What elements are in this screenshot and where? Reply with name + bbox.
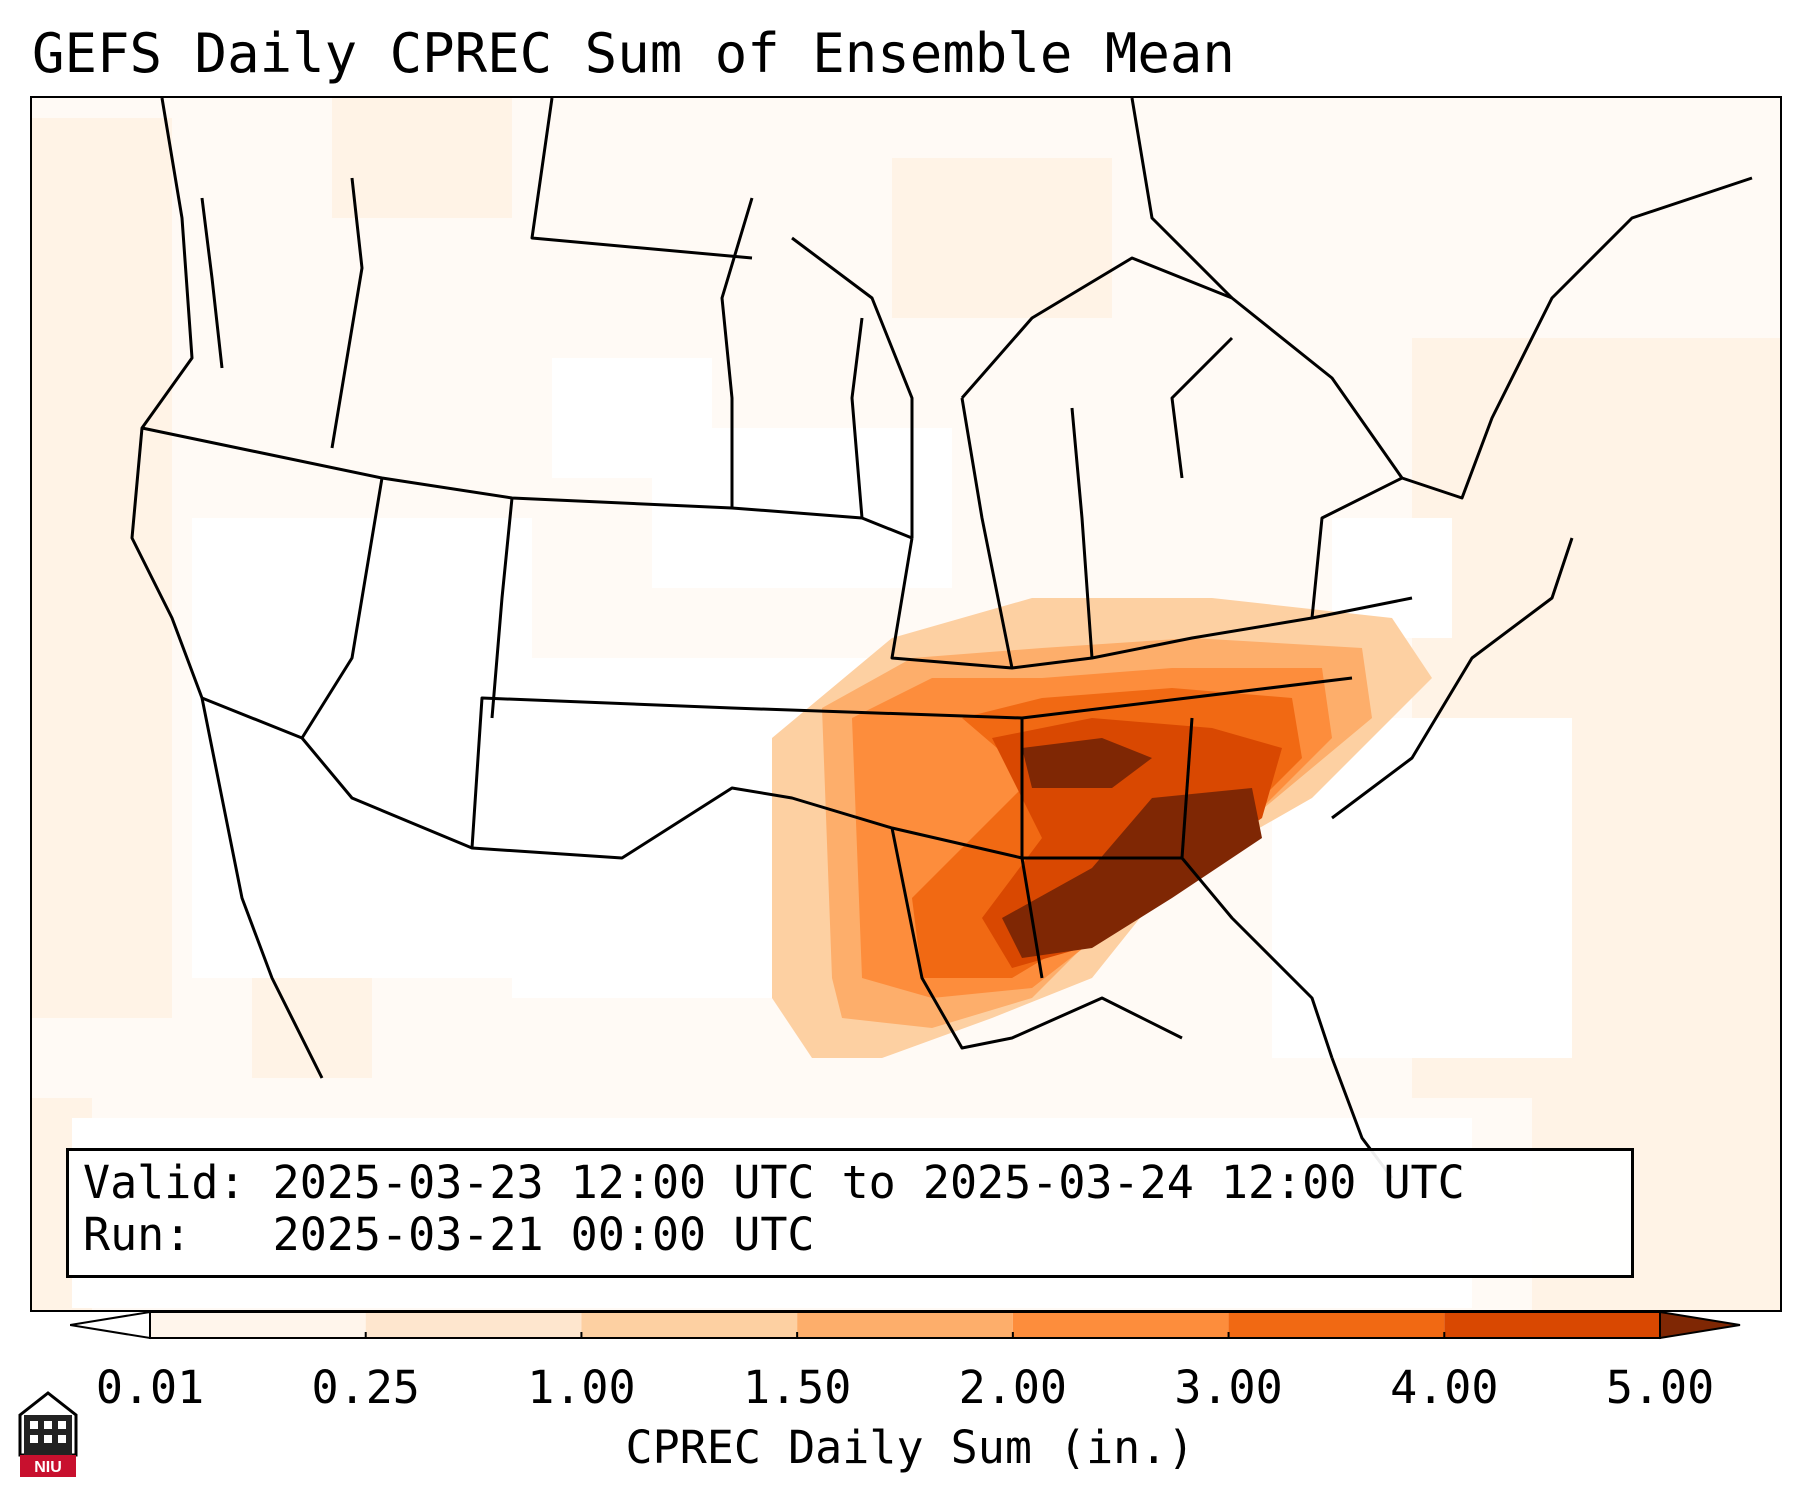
colorbar	[70, 1310, 1741, 1340]
logo-text: NIU	[34, 1459, 62, 1476]
colorbar-tick-label: 2.00	[958, 1361, 1068, 1414]
colorbar-segment	[1012, 1312, 1229, 1338]
colorbar-tick-label: 0.01	[95, 1361, 205, 1414]
colorbar-segment	[1228, 1312, 1445, 1338]
niu-logo: NIU	[18, 1391, 78, 1477]
colorbar-segment	[150, 1312, 366, 1338]
colorbar-segment	[365, 1312, 582, 1338]
valid-label: Valid:	[83, 1156, 246, 1209]
colorbar-tick-label: 3.00	[1174, 1361, 1283, 1414]
colorbar-outline	[149, 1311, 1661, 1339]
colorbar-label: CPREC Daily Sum (in.)	[625, 1421, 1195, 1474]
boundaries	[130, 98, 1753, 1179]
colorbar-segment	[1444, 1312, 1660, 1338]
colorbar-tick-label: 0.25	[311, 1361, 420, 1414]
colorbar-tick-label: 4.00	[1390, 1361, 1499, 1414]
heavy-precip-band	[772, 598, 1432, 1058]
valid-value: 2025-03-23 12:00 UTC to 2025-03-24 12:00…	[272, 1156, 1465, 1209]
colorbar-tick-label: 5.00	[1605, 1361, 1715, 1414]
precipitation-map[interactable]	[30, 96, 1782, 1312]
colorbar-segment	[581, 1312, 798, 1338]
colorbar-segment	[797, 1312, 1013, 1338]
run-value: 2025-03-21 00:00 UTC	[272, 1208, 815, 1261]
colorbar-tick-label: 1.00	[527, 1361, 636, 1414]
colorbar-tick-label: 1.50	[742, 1361, 852, 1414]
map-title: GEFS Daily CPREC Sum of Ensemble Mean	[32, 22, 1235, 85]
map-canvas	[32, 98, 1780, 1310]
run-label: Run:	[83, 1208, 192, 1261]
valid-run-box: Valid: 2025-03-23 12:00 UTC to 2025-03-2…	[66, 1148, 1634, 1278]
colorbar-over-arrow	[1659, 1310, 1741, 1340]
colorbar-under-arrow	[70, 1310, 151, 1340]
